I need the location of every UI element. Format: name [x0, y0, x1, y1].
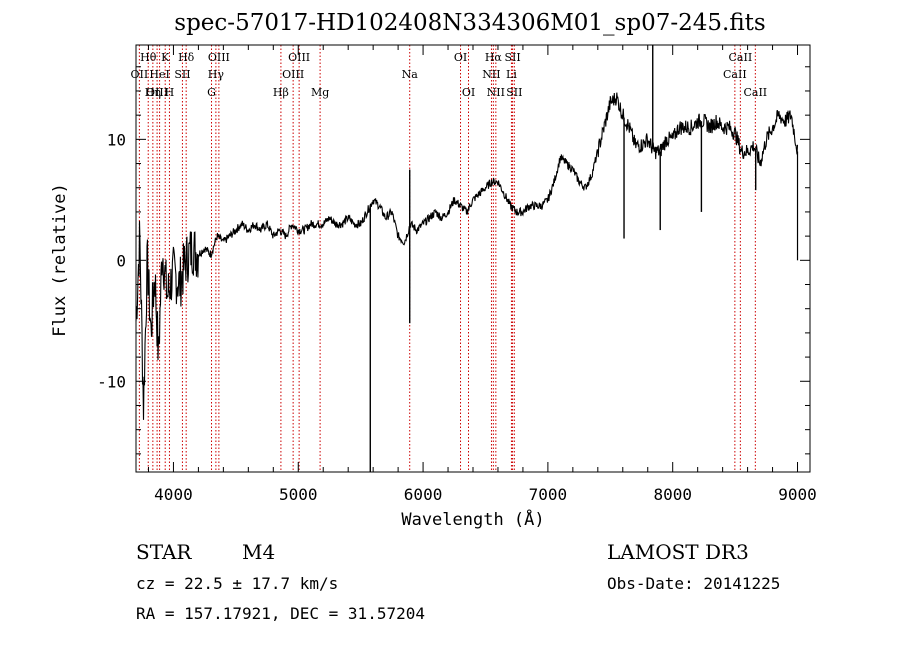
- axes: [135, 44, 811, 473]
- x-tick-label: 5000: [279, 485, 318, 504]
- marker-label: CaII: [743, 86, 767, 99]
- marker-label: Hη: [145, 86, 161, 99]
- spectrum-line: [135, 92, 799, 420]
- redshift-text: cz = 22.5 ± 17.7 km/s: [136, 574, 339, 593]
- marker-label: G: [207, 86, 216, 99]
- marker-label: Mg: [311, 86, 329, 99]
- object-class: STAR: [136, 540, 192, 564]
- x-tick-label: 9000: [778, 485, 817, 504]
- x-tick-label: 4000: [154, 485, 193, 504]
- chart-title: spec-57017-HD102408N334306M01_sp07-245.f…: [174, 10, 766, 36]
- coordinates: RA = 157.17921, DEC = 31.57204: [136, 604, 425, 623]
- marker-label: OIII: [282, 68, 304, 81]
- object-subclass: M4: [242, 540, 276, 564]
- marker-label: NII: [482, 68, 500, 81]
- plot-frame: [135, 44, 811, 473]
- marker-label: OIII: [146, 86, 168, 99]
- tick-labels: 4000 5000 6000 7000 8000 9000 -10 0 10: [97, 130, 817, 504]
- marker-label: OI: [462, 86, 475, 99]
- marker-label: Hγ: [208, 68, 225, 81]
- marker-label: Hα: [485, 51, 503, 64]
- marker-label: Li: [506, 68, 517, 81]
- marker-label: OII: [131, 68, 149, 81]
- marker-label: HeI: [149, 68, 169, 81]
- x-tick-label: 7000: [529, 485, 568, 504]
- x-tick-label: 6000: [404, 485, 443, 504]
- marker-label: H: [165, 86, 175, 99]
- line-markers: [138, 45, 756, 472]
- marker-label: NII: [487, 86, 505, 99]
- marker-label: CaII: [729, 51, 753, 64]
- marker-label: Hθ: [140, 51, 157, 64]
- marker-label: SII: [506, 86, 522, 99]
- marker-label: OIII: [288, 51, 310, 64]
- marker-label: SII: [504, 51, 520, 64]
- marker-label: K: [161, 51, 170, 64]
- y-tick-label: 0: [116, 251, 126, 270]
- marker-label: SII: [174, 68, 190, 81]
- spectrum-series: [135, 45, 799, 472]
- marker-label: Hδ: [178, 51, 195, 64]
- y-axis-label: Flux (relative): [50, 183, 70, 337]
- marker-label: Hβ: [273, 86, 289, 99]
- marker-label: OI: [454, 51, 467, 64]
- obs-date: Obs-Date: 20141225: [607, 574, 781, 593]
- survey-label: LAMOST DR3: [607, 540, 749, 564]
- marker-label: Na: [402, 68, 419, 81]
- x-tick-label: 8000: [653, 485, 692, 504]
- marker-label: OIII: [208, 51, 230, 64]
- marker-label: CaII: [723, 68, 747, 81]
- x-axis-label: Wavelength (Å): [401, 510, 545, 530]
- y-tick-label: -10: [97, 372, 126, 391]
- y-tick-label: 10: [107, 130, 126, 149]
